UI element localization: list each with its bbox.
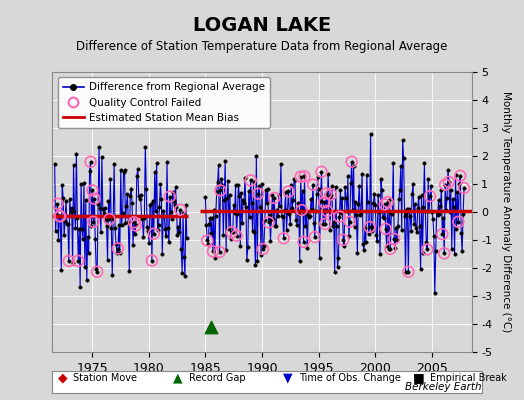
Point bbox=[284, 188, 292, 195]
Point bbox=[384, 199, 392, 205]
Point bbox=[166, 193, 174, 200]
Point bbox=[298, 207, 306, 213]
Point bbox=[441, 182, 450, 188]
Point bbox=[114, 245, 122, 252]
Text: ▼: ▼ bbox=[283, 372, 293, 384]
Point bbox=[209, 248, 217, 255]
Point bbox=[347, 158, 356, 165]
Point bbox=[445, 179, 453, 185]
Point bbox=[105, 216, 114, 222]
Point bbox=[309, 182, 317, 188]
Point bbox=[346, 218, 354, 225]
Point bbox=[438, 231, 446, 237]
Point bbox=[265, 219, 273, 226]
Point bbox=[335, 213, 344, 220]
Point bbox=[88, 187, 96, 194]
Point bbox=[365, 224, 374, 230]
Point bbox=[259, 246, 267, 252]
Point bbox=[216, 187, 225, 194]
Point bbox=[456, 172, 464, 179]
Point bbox=[176, 206, 184, 213]
Point bbox=[339, 237, 347, 243]
Text: Record Gap: Record Gap bbox=[189, 373, 245, 383]
Point bbox=[93, 268, 101, 275]
Text: ■: ■ bbox=[413, 372, 425, 384]
Point bbox=[322, 190, 331, 197]
Text: Empirical Break: Empirical Break bbox=[430, 373, 506, 383]
Point bbox=[320, 199, 329, 206]
Point bbox=[423, 246, 431, 253]
Point bbox=[321, 221, 330, 227]
Point bbox=[207, 324, 215, 330]
Point bbox=[454, 218, 463, 225]
Point bbox=[426, 193, 434, 200]
Point bbox=[270, 195, 278, 201]
Text: Berkeley Earth: Berkeley Earth bbox=[406, 382, 482, 392]
Point bbox=[460, 185, 468, 191]
Point bbox=[215, 249, 224, 255]
Text: ▲: ▲ bbox=[173, 372, 183, 384]
Point bbox=[318, 168, 326, 175]
Point bbox=[56, 213, 64, 220]
Text: Difference of Station Temperature Data from Regional Average: Difference of Station Temperature Data f… bbox=[77, 40, 447, 53]
Point bbox=[300, 173, 309, 180]
Point bbox=[55, 213, 63, 219]
Text: ◆: ◆ bbox=[58, 372, 68, 384]
Point bbox=[246, 177, 255, 184]
Point bbox=[440, 250, 449, 256]
Point bbox=[299, 238, 308, 245]
Point bbox=[386, 246, 395, 252]
Point bbox=[64, 258, 73, 264]
Point bbox=[311, 234, 319, 240]
Point bbox=[86, 159, 95, 165]
Point bbox=[279, 235, 288, 242]
Point bbox=[53, 200, 62, 207]
Text: Station Move: Station Move bbox=[73, 373, 137, 383]
Point bbox=[404, 268, 412, 275]
Point bbox=[381, 226, 390, 232]
Point bbox=[390, 236, 398, 242]
Point bbox=[380, 201, 389, 208]
Point bbox=[90, 196, 99, 202]
Point bbox=[232, 232, 241, 239]
Point bbox=[132, 222, 140, 229]
Text: LOGAN LAKE: LOGAN LAKE bbox=[193, 16, 331, 35]
Point bbox=[89, 218, 97, 225]
Point bbox=[203, 237, 211, 244]
Point bbox=[254, 190, 263, 197]
Point bbox=[227, 229, 236, 236]
Point bbox=[148, 258, 156, 264]
Point bbox=[74, 258, 82, 264]
Text: Time of Obs. Change: Time of Obs. Change bbox=[299, 373, 400, 383]
Point bbox=[130, 219, 138, 226]
Point bbox=[297, 174, 305, 180]
Point bbox=[323, 208, 331, 214]
Point bbox=[327, 191, 335, 198]
Point bbox=[150, 230, 158, 237]
Text: Monthly Temperature Anomaly Difference (°C): Monthly Temperature Anomaly Difference (… bbox=[500, 91, 511, 333]
Legend: Difference from Regional Average, Quality Control Failed, Estimated Station Mean: Difference from Regional Average, Qualit… bbox=[58, 77, 270, 128]
